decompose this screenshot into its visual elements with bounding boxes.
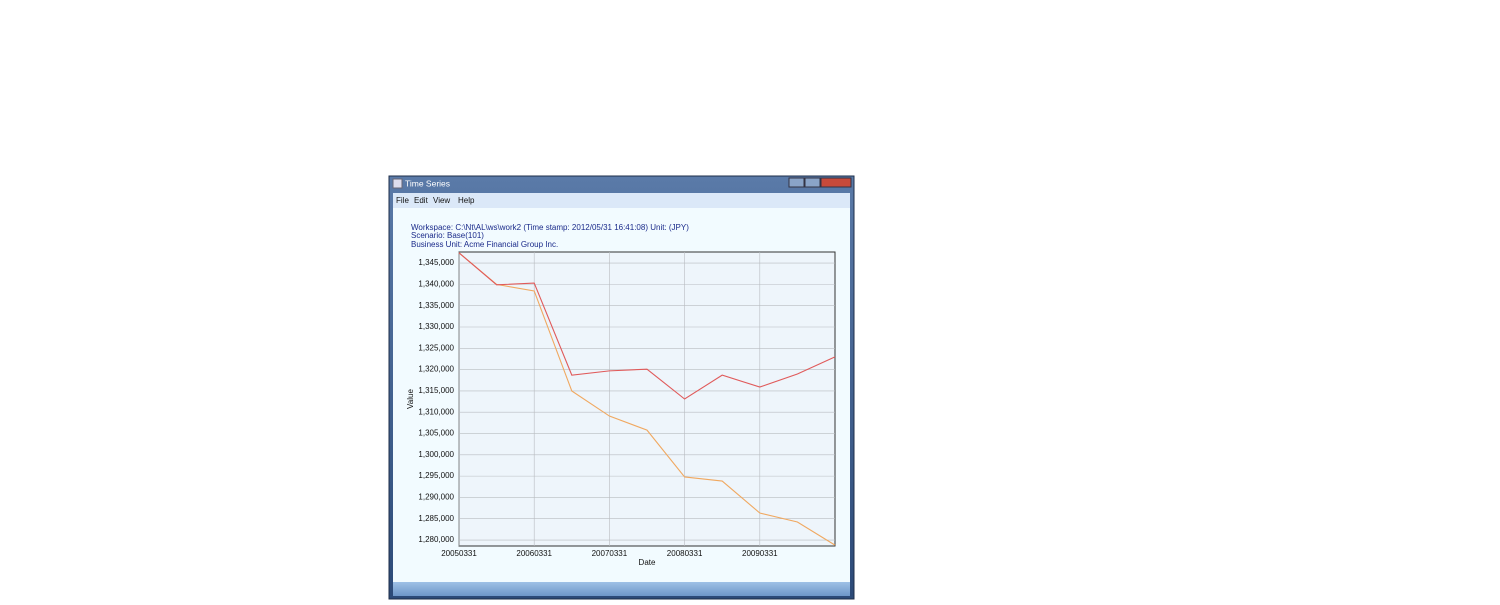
series-line — [458, 252, 836, 400]
x-tick-label: 20090331 — [742, 549, 778, 558]
y-tick-label: 1,285,000 — [418, 514, 454, 523]
menu-item[interactable]: Edit — [414, 196, 429, 205]
info-line: Workspace: C:\Nt\AL\ws\work2 (Time stamp… — [411, 223, 689, 232]
y-axis-label: Value — [406, 389, 415, 409]
y-tick-label: 1,305,000 — [418, 429, 454, 438]
y-tick-label: 1,280,000 — [418, 535, 454, 544]
minimize-button[interactable] — [788, 177, 805, 188]
menu-item[interactable]: File — [396, 196, 409, 205]
x-axis-label: Date — [639, 558, 656, 567]
info-line: Scenario: Base(101) — [411, 231, 484, 240]
menu-bar — [393, 193, 850, 208]
status-bar — [393, 582, 850, 596]
y-tick-label: 1,320,000 — [418, 365, 454, 374]
series-line — [458, 252, 836, 546]
y-tick-label: 1,340,000 — [418, 279, 454, 288]
x-tick-label: 20050331 — [441, 549, 477, 558]
y-tick-label: 1,310,000 — [418, 407, 454, 416]
window-icon — [392, 178, 403, 189]
x-tick-label: 20060331 — [516, 549, 552, 558]
y-tick-label: 1,300,000 — [418, 450, 454, 459]
y-tick-label: 1,315,000 — [418, 386, 454, 395]
x-tick-label: 20070331 — [592, 549, 628, 558]
y-tick-label: 1,345,000 — [418, 258, 454, 267]
y-tick-label: 1,335,000 — [418, 301, 454, 310]
y-tick-label: 1,290,000 — [418, 493, 454, 502]
close-button[interactable] — [820, 177, 852, 188]
window-title: Time Series — [405, 178, 450, 188]
y-tick-label: 1,295,000 — [418, 471, 454, 480]
y-tick-label: 1,330,000 — [418, 322, 454, 331]
x-tick-label: 20080331 — [667, 549, 703, 558]
menu-item[interactable]: View — [433, 196, 450, 205]
info-line: Business Unit: Acme Financial Group Inc. — [411, 240, 558, 249]
plot-area — [458, 251, 836, 547]
y-tick-label: 1,325,000 — [418, 343, 454, 352]
menu-item[interactable]: Help — [458, 196, 475, 205]
maximize-button[interactable] — [804, 177, 821, 188]
chart: Value Date 1,280,000 1,285,000 1,290,000 1,… — [406, 251, 836, 567]
